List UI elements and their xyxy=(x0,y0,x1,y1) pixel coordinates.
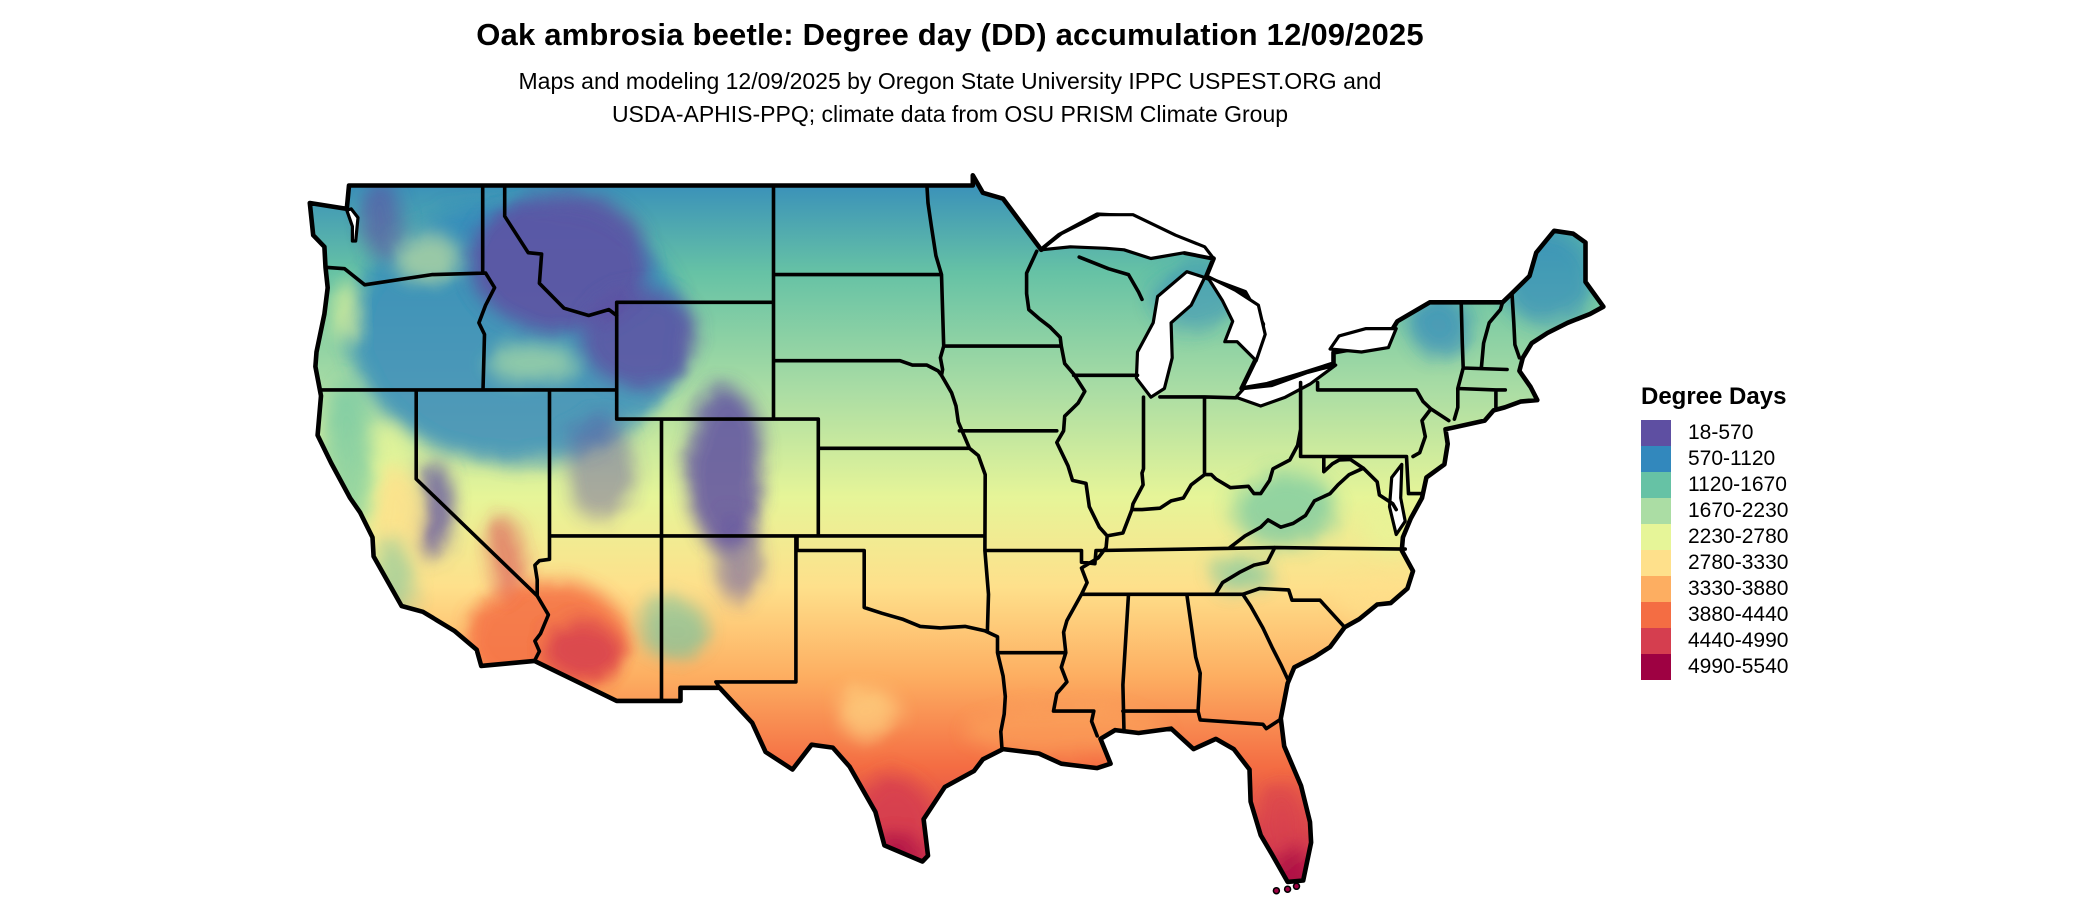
legend-swatch xyxy=(1641,498,1671,524)
legend-swatch xyxy=(1641,550,1671,576)
legend: Degree Days 18-570 570-1120 1120-1670 1670-… xyxy=(1641,383,1891,680)
legend-item: 3330-3880 xyxy=(1641,576,1891,602)
legend-item-label: 4440-4990 xyxy=(1688,629,1789,652)
legend-item: 2780-3330 xyxy=(1641,550,1891,576)
page-subtitle-line2: USDA-APHIS-PPQ; climate data from OSU PR… xyxy=(611,101,1289,127)
page-subtitle: Maps and modeling 12/09/2025 by Oregon S… xyxy=(295,65,1605,131)
legend-swatch xyxy=(1641,576,1671,602)
legend-swatch xyxy=(1641,446,1671,472)
page-root: { "header": { "title": "Oak ambrosia bee… xyxy=(295,14,1891,895)
page-title: Oak ambrosia beetle: Degree day (DD) acc… xyxy=(476,17,1424,52)
us-degree-day-map xyxy=(293,168,1615,916)
legend-swatch xyxy=(1641,602,1671,628)
legend-item-label: 4990-5540 xyxy=(1688,655,1789,678)
legend-item: 2230-2780 xyxy=(1641,524,1891,550)
legend-swatch xyxy=(1641,654,1671,680)
legend-item-label: 3330-3880 xyxy=(1688,577,1789,600)
page-subtitle-line1: Maps and modeling 12/09/2025 by Oregon S… xyxy=(518,68,1382,94)
legend-item-label: 18-570 xyxy=(1688,421,1754,444)
header: Oak ambrosia beetle: Degree day (DD) acc… xyxy=(295,14,1605,131)
legend-title: Degree Days xyxy=(1641,383,1787,410)
legend-item: 1120-1670 xyxy=(1641,472,1891,498)
legend-item-label: 2780-3330 xyxy=(1688,551,1789,574)
legend-item: 4990-5540 xyxy=(1641,654,1891,680)
legend-item: 3880-4440 xyxy=(1641,602,1891,628)
legend-item-label: 1670-2230 xyxy=(1688,499,1789,522)
legend-item-label: 2230-2780 xyxy=(1688,525,1789,548)
legend-item-label: 3880-4440 xyxy=(1688,603,1789,626)
legend-item: 1670-2230 xyxy=(1641,498,1891,524)
legend-items: 18-570 570-1120 1120-1670 1670-2230 2230-278… xyxy=(1641,420,1891,680)
legend-item-label: 570-1120 xyxy=(1688,447,1776,470)
legend-item: 18-570 xyxy=(1641,420,1891,446)
us-map-svg xyxy=(307,173,1606,895)
legend-swatch xyxy=(1641,472,1671,498)
legend-swatch xyxy=(1641,628,1671,654)
legend-item: 4440-4990 xyxy=(1641,628,1891,654)
legend-item-label: 1120-1670 xyxy=(1688,473,1787,496)
legend-swatch xyxy=(1641,524,1671,550)
legend-swatch xyxy=(1641,420,1671,446)
legend-item: 570-1120 xyxy=(1641,446,1891,472)
